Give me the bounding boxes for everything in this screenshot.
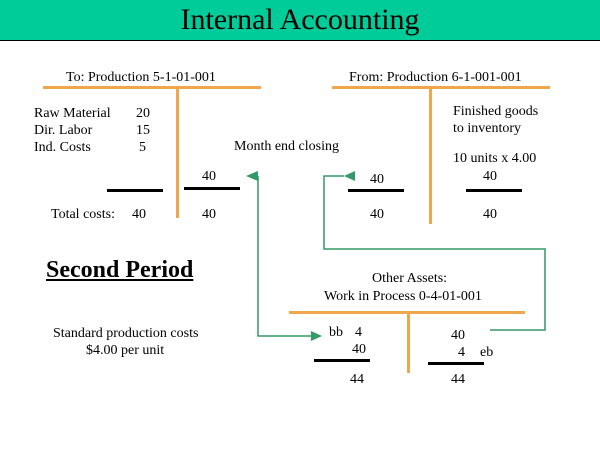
left-account-header: To: Production 5-1-01-001 — [66, 70, 216, 85]
wip-credit-total: 44 — [451, 372, 465, 387]
left-debit-value-1: 15 — [136, 123, 150, 138]
arrow-left-credit-to-wip-debit — [257, 176, 312, 337]
left-credit-rule — [184, 187, 240, 190]
arrowhead-right-debit — [344, 171, 355, 181]
right-credit-calc: 10 units x 4.00 — [453, 151, 537, 166]
month-end-closing-label: Month end closing — [234, 139, 339, 154]
right-credit-desc-line2: to inventory — [453, 121, 522, 136]
right-credit-total: 40 — [483, 207, 497, 222]
wip-debit-bb-value: 4 — [355, 325, 362, 340]
right-credit-desc-line1: Finished goods — [453, 104, 539, 119]
standard-costs-line1: Standard production costs — [53, 326, 199, 341]
wip-credit-eb-value: 4 — [458, 345, 465, 360]
wip-credit-entry: 40 — [451, 328, 465, 343]
left-debit-label-0: Raw Material — [34, 106, 111, 121]
wip-debit-rule — [314, 359, 370, 362]
left-credit-total: 40 — [202, 207, 216, 222]
left-debit-rule — [107, 189, 163, 192]
right-credit-rule — [466, 189, 522, 192]
wip-header-line2: Work in Process 0-4-01-001 — [324, 289, 482, 304]
title-bar: Internal Accounting — [0, 0, 600, 41]
standard-costs-line2: $4.00 per unit — [86, 343, 165, 358]
left-account-horizontal-line — [43, 86, 261, 89]
right-account-horizontal-line — [332, 86, 550, 89]
page-title: Internal Accounting — [180, 3, 420, 36]
right-account-header: From: Production 6-1-001-001 — [349, 70, 522, 85]
right-debit-entry: 40 — [370, 172, 384, 187]
second-period-heading: Second Period — [46, 257, 194, 283]
left-debit-label-2: Ind. Costs — [34, 140, 91, 155]
left-debit-label-1: Dir. Labor — [34, 123, 93, 138]
left-credit-entry: 40 — [202, 169, 216, 184]
wip-account-vertical-line — [407, 311, 410, 373]
right-credit-entry: 40 — [483, 169, 497, 184]
wip-credit-eb-label: eb — [480, 345, 494, 360]
left-total-value: 40 — [132, 207, 146, 222]
wip-credit-rule — [428, 362, 484, 365]
wip-debit-total: 44 — [350, 372, 364, 387]
right-debit-total: 40 — [370, 207, 384, 222]
left-total-label: Total costs: — [51, 207, 115, 222]
wip-debit-bb-label: bb — [329, 325, 343, 340]
wip-debit-entry: 40 — [352, 342, 366, 357]
right-account-vertical-line — [429, 86, 432, 224]
arrowhead-wip-debit — [311, 331, 322, 341]
right-debit-rule — [348, 189, 404, 192]
left-account-vertical-line — [176, 86, 179, 218]
left-debit-value-0: 20 — [136, 106, 150, 121]
wip-header-line1: Other Assets: — [372, 271, 448, 286]
left-debit-value-2: 5 — [139, 140, 146, 155]
arrowhead-left-credit — [246, 171, 258, 181]
arrow-wip-credit-to-right-debit — [323, 175, 546, 331]
